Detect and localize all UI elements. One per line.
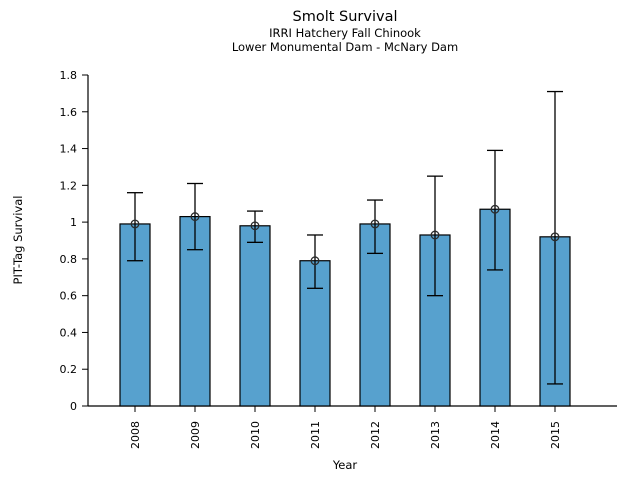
- x-tick-label-2013: 2013: [429, 421, 442, 449]
- y-tick-label: 0.6: [60, 290, 78, 303]
- point-marker-2013: [430, 230, 440, 240]
- x-tick-label-2008: 2008: [129, 421, 142, 449]
- y-tick-label: 0.4: [60, 326, 78, 339]
- x-tick-label-2010: 2010: [249, 421, 262, 449]
- y-tick-label: 1.6: [60, 106, 78, 119]
- y-tick-label: 1.2: [60, 179, 78, 192]
- plot-area: 0 0.2 0.4 0.6 0.8 1 1.2 1.4 1.6 1.8 2008 2009 2010 20…: [60, 69, 617, 449]
- y-tick-label: 0.8: [60, 253, 78, 266]
- chart-title: Smolt Survival: [293, 9, 398, 25]
- y-tick-label: 0.2: [60, 363, 78, 376]
- point-marker-2015: [550, 232, 560, 242]
- y-tick-label: 1.4: [60, 143, 78, 156]
- x-tick-label-2011: 2011: [309, 421, 322, 449]
- chart-subtitle-line2: Lower Monumental Dam - McNary Dam: [232, 40, 458, 54]
- point-marker-2009: [190, 212, 200, 222]
- bar-2010: [239, 225, 271, 407]
- point-marker-2008: [130, 219, 140, 229]
- point-marker-2012: [370, 219, 380, 229]
- x-axis-label: Year: [332, 458, 358, 472]
- point-marker-2014: [490, 204, 500, 214]
- chart-subtitle-line1: IRRI Hatchery Fall Chinook: [269, 26, 421, 40]
- x-tick-label-2009: 2009: [189, 421, 202, 449]
- y-tick-label: 1.8: [60, 69, 78, 82]
- point-marker-2011: [310, 256, 320, 266]
- x-tick-label-2015: 2015: [549, 421, 562, 449]
- x-tick-label-2014: 2014: [489, 421, 502, 449]
- y-axis-label: PIT-Tag Survival: [11, 196, 25, 285]
- y-tick-label: 0: [70, 400, 77, 413]
- x-tick-label-2012: 2012: [369, 421, 382, 449]
- y-tick-label: 1: [70, 216, 77, 229]
- point-marker-2010: [250, 221, 260, 231]
